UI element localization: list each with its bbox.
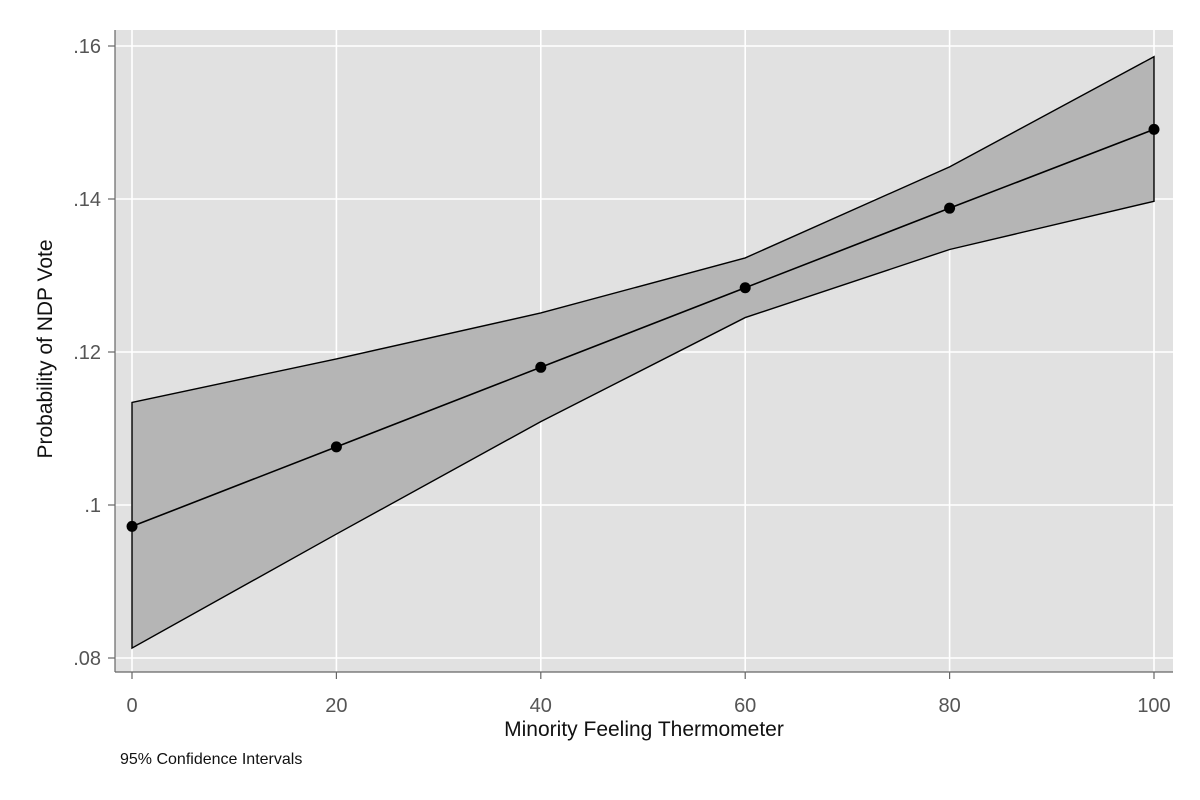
x-tick-label: 20 [325, 695, 347, 717]
series-markers [126, 123, 1160, 532]
data-point [944, 202, 956, 214]
data-point [1148, 123, 1160, 135]
data-point [126, 520, 138, 532]
x-tick-label: 0 [126, 695, 137, 717]
y-axis-title: Probability of NDP Vote [34, 239, 57, 458]
y-tick-label: .08 [73, 648, 101, 670]
x-tick-label: 100 [1137, 695, 1170, 717]
data-point [739, 282, 751, 294]
y-tick-label: .12 [73, 342, 101, 364]
series-line-path [131, 128, 1155, 528]
y-tick-label: .1 [84, 495, 101, 517]
y-tick-label: .14 [73, 189, 101, 211]
axes: 0 20 40 60 80 100 .08 .1 .12 .14 .16 [73, 30, 1173, 717]
chart-note: 95% Confidence Intervals [120, 751, 302, 768]
x-tick-label: 40 [530, 695, 552, 717]
confidence-interval-band [131, 55, 1155, 650]
x-tick-label: 60 [734, 695, 756, 717]
data-point [330, 441, 342, 453]
data-point [535, 361, 547, 373]
confidence-band [131, 55, 1155, 650]
x-tick-label: 80 [938, 695, 960, 717]
series-line [131, 128, 1155, 528]
x-axis-title: Minority Feeling Thermometer [504, 718, 784, 741]
y-tick-label: .16 [73, 36, 101, 58]
